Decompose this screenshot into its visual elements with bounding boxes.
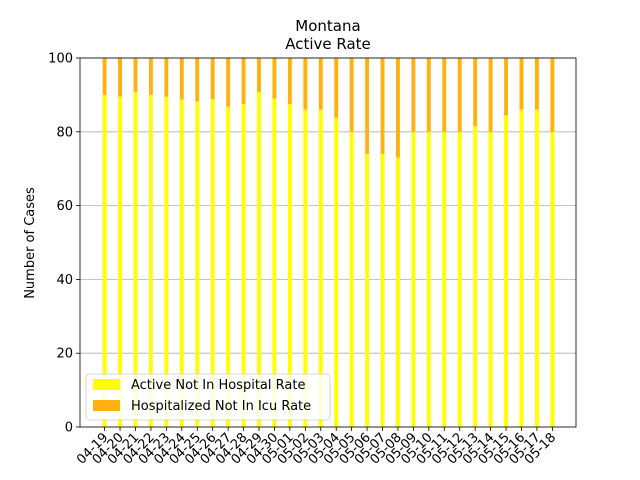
chart-subtitle: Active Rate — [285, 35, 371, 53]
y-tick-label: 100 — [48, 52, 73, 67]
bar-hospitalized-not-in-icu — [380, 58, 385, 154]
y-axis-label: Number of Cases — [23, 187, 38, 299]
bar-hospitalized-not-in-icu — [411, 58, 416, 132]
bar-active-not-in-hospital — [442, 131, 447, 428]
bar-active-not-in-hospital — [365, 153, 370, 427]
bar-hospitalized-not-in-icu — [396, 58, 400, 158]
bar-active-not-in-hospital — [241, 104, 246, 427]
bar-active-not-in-hospital — [148, 94, 153, 428]
bar-hospitalized-not-in-icu — [195, 58, 200, 102]
bar-hospitalized-not-in-icu — [257, 58, 261, 92]
bar-active-not-in-hospital — [102, 94, 107, 428]
y-tick-label: 60 — [56, 199, 73, 214]
axes: 02040608010004-1904-2004-2104-2204-2304-… — [48, 52, 577, 468]
bar-active-not-in-hospital — [488, 131, 493, 428]
bar-active-not-in-hospital — [534, 109, 539, 427]
bar-hospitalized-not-in-icu — [442, 58, 447, 132]
bar-hospitalized-not-in-icu — [519, 58, 524, 110]
legend: Active Not In Hospital Rate Hospitalized … — [85, 373, 331, 421]
bar-hospitalized-not-in-icu — [164, 58, 169, 97]
legend-swatch — [93, 379, 120, 390]
bar-active-not-in-hospital — [519, 109, 524, 427]
bar-active-not-in-hospital — [380, 153, 385, 427]
bar-hospitalized-not-in-icu — [179, 58, 184, 100]
legend-box — [85, 373, 331, 421]
bar-active-not-in-hospital — [210, 99, 215, 427]
bar-hospitalized-not-in-icu — [118, 58, 122, 97]
bar-hospitalized-not-in-icu — [148, 58, 153, 95]
bar-hospitalized-not-in-icu — [473, 58, 478, 127]
bar-active-not-in-hospital — [426, 131, 431, 428]
bar-hospitalized-not-in-icu — [318, 58, 323, 110]
bar-active-not-in-hospital — [226, 106, 231, 427]
bar-hospitalized-not-in-icu — [210, 58, 215, 100]
bar-hospitalized-not-in-icu — [349, 58, 354, 132]
bar-hospitalized-not-in-icu — [365, 58, 370, 154]
bar-active-not-in-hospital — [287, 104, 292, 427]
bars — [102, 58, 555, 428]
bar-active-not-in-hospital — [133, 91, 138, 427]
bar-active-not-in-hospital — [473, 126, 478, 427]
chart-title: Montana — [295, 17, 360, 35]
y-tick-label: 20 — [56, 347, 73, 362]
bar-active-not-in-hospital — [318, 109, 323, 427]
bar-hospitalized-not-in-icu — [133, 58, 138, 92]
y-tick-label: 40 — [56, 273, 73, 288]
bar-active-not-in-hospital — [195, 101, 200, 428]
bar-hospitalized-not-in-icu — [488, 58, 493, 132]
bar-active-not-in-hospital — [272, 98, 277, 427]
legend-swatch — [93, 400, 120, 411]
bar-hospitalized-not-in-icu — [272, 58, 277, 99]
bar-active-not-in-hospital — [396, 157, 400, 427]
bar-hospitalized-not-in-icu — [457, 58, 462, 132]
bar-hospitalized-not-in-icu — [303, 58, 308, 110]
bar-active-not-in-hospital — [411, 131, 416, 428]
legend-label: Hospitalized Not In Icu Rate — [131, 399, 311, 414]
bar-hospitalized-not-in-icu — [226, 58, 231, 107]
bar-active-not-in-hospital — [118, 96, 122, 428]
bar-active-not-in-hospital — [164, 96, 169, 428]
bar-active-not-in-hospital — [257, 91, 261, 427]
bar-active-not-in-hospital — [334, 117, 339, 427]
bar-hospitalized-not-in-icu — [334, 58, 339, 118]
bar-active-not-in-hospital — [349, 131, 354, 428]
bar-hospitalized-not-in-icu — [504, 58, 508, 116]
y-tick-label: 80 — [56, 125, 73, 140]
bar-active-not-in-hospital — [303, 109, 308, 427]
bar-hospitalized-not-in-icu — [550, 58, 555, 132]
bar-hospitalized-not-in-icu — [534, 58, 539, 110]
gridlines — [80, 57, 576, 428]
bar-active-not-in-hospital — [457, 131, 462, 428]
legend-label: Active Not In Hospital Rate — [131, 378, 305, 393]
bar-active-not-in-hospital — [504, 115, 508, 427]
bar-hospitalized-not-in-icu — [102, 58, 107, 95]
plot-frame — [79, 57, 577, 428]
bar-hospitalized-not-in-icu — [287, 58, 292, 105]
bar-active-not-in-hospital — [179, 99, 184, 427]
bar-active-not-in-hospital — [550, 131, 555, 428]
bar-hospitalized-not-in-icu — [426, 58, 431, 132]
bar-hospitalized-not-in-icu — [241, 58, 246, 105]
y-tick-label: 0 — [65, 421, 73, 436]
